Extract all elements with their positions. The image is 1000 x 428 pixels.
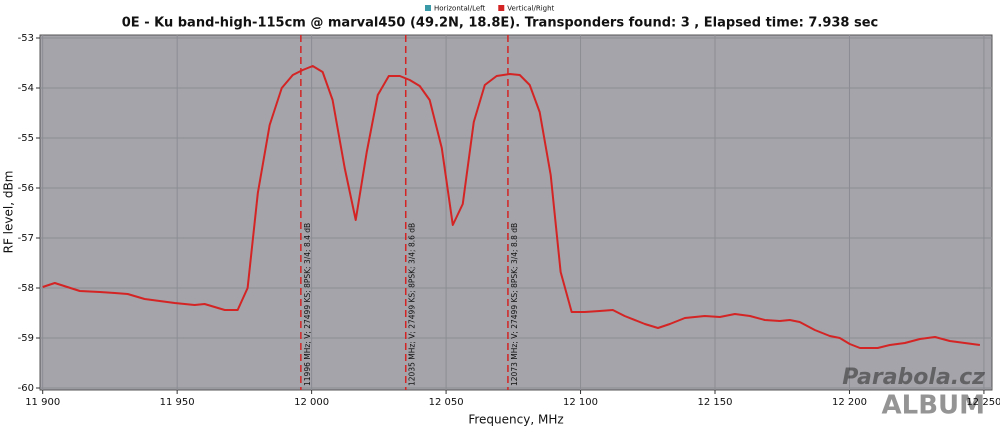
y-tick-label: -60 (18, 383, 34, 394)
plot-area (39, 34, 993, 391)
chart-title: 0E - Ku band-high-115cm @ marval450 (49.… (122, 16, 879, 31)
x-tick-label: 11 900 (25, 397, 60, 408)
y-tick-label: -55 (18, 133, 34, 144)
legend-swatch (498, 5, 505, 11)
legend-label: Horizontal/Left (434, 5, 486, 13)
y-tick-label: -59 (18, 333, 34, 344)
legend-label: Vertical/Right (507, 5, 554, 13)
y-tick-label: -53 (18, 33, 34, 44)
x-axis-label: Frequency, MHz (468, 413, 563, 427)
y-tick-label: -58 (18, 283, 34, 294)
x-tick-label: 12 000 (294, 397, 329, 408)
watermark: Parabola.cz (842, 365, 985, 390)
x-tick-label: 12 050 (429, 397, 464, 408)
y-tick-label: -54 (18, 83, 34, 94)
x-tick-label: 12 250 (966, 397, 1000, 408)
y-axis-label: RF level, dBm (2, 171, 16, 254)
x-tick-label: 12 100 (563, 397, 598, 408)
transponder-label: 12035 MHz; V; 27499 KS; 8PSK; 3/4; 8.6 d… (408, 223, 417, 386)
watermark: ALBUM (882, 391, 986, 421)
transponder-label: 12073 MHz; V; 27499 KS; 8PSK; 3/4; 8.8 d… (510, 223, 519, 386)
legend-swatch (425, 5, 431, 11)
x-tick-label: 12 200 (832, 397, 867, 408)
y-tick-label: -57 (18, 233, 34, 244)
transponder-label: 11996 MHz; V; 27499 KS; 8PSK; 3/4; 8.4 d… (303, 223, 312, 386)
x-tick-label: 11 950 (160, 397, 195, 408)
data-line (42, 65, 981, 349)
x-tick-label: 12 150 (698, 397, 733, 408)
y-tick-label: -56 (18, 183, 34, 194)
